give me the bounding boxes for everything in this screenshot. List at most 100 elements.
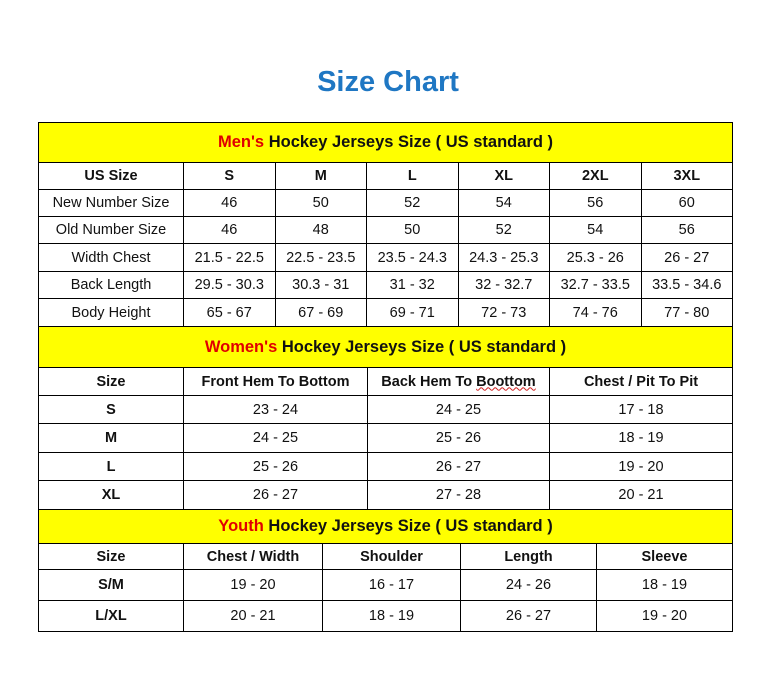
table-cell: 29.5 - 30.3 bbox=[183, 271, 276, 299]
table-cell: 25.3 - 26 bbox=[549, 243, 642, 272]
column-header: Front Hem To Bottom bbox=[183, 367, 368, 396]
table-cell: 26 - 27 bbox=[460, 600, 597, 632]
table-cell: 77 - 80 bbox=[640, 298, 733, 327]
table-cell: 48 bbox=[274, 216, 367, 244]
table-cell: 52 bbox=[457, 216, 550, 244]
youth-column-header-row: Size Chest / Width Shoulder Length Sleeve bbox=[38, 543, 733, 570]
column-header: 2XL bbox=[549, 162, 642, 190]
table-cell: 24 - 25 bbox=[183, 423, 368, 453]
table-cell: 27 - 28 bbox=[367, 480, 550, 510]
womens-section-header: Women's Hockey Jerseys Size ( US standar… bbox=[38, 326, 733, 368]
column-header: M bbox=[274, 162, 367, 190]
column-header: S bbox=[183, 162, 276, 190]
column-header: Chest / Pit To Pit bbox=[549, 367, 733, 396]
table-cell: 19 - 20 bbox=[183, 569, 323, 601]
table-cell: 24.3 - 25.3 bbox=[457, 243, 550, 272]
table-cell: 56 bbox=[640, 216, 733, 244]
mens-title: Hockey Jerseys Size ( US standard ) bbox=[264, 133, 553, 151]
table-cell: 65 - 67 bbox=[183, 298, 276, 327]
table-cell: 17 - 18 bbox=[549, 395, 733, 424]
table-cell: 32 - 32.7 bbox=[457, 271, 550, 299]
column-header: Back Hem To Boottom bbox=[367, 367, 550, 396]
table-cell: 52 bbox=[366, 189, 459, 217]
column-header: Length bbox=[460, 543, 597, 570]
table-cell: 24 - 25 bbox=[367, 395, 550, 424]
table-row: Width Chest 21.5 - 22.5 22.5 - 23.5 23.5 - … bbox=[38, 243, 733, 272]
row-label: M bbox=[38, 423, 184, 453]
mens-label: Men's bbox=[218, 133, 265, 151]
column-header: Sleeve bbox=[596, 543, 733, 570]
column-header: Size bbox=[38, 543, 184, 570]
table-cell: 26 - 27 bbox=[183, 480, 368, 510]
page-title: Size Chart bbox=[317, 66, 459, 98]
youth-title: Hockey Jerseys Size ( US standard ) bbox=[263, 517, 553, 535]
column-header: 3XL bbox=[640, 162, 733, 190]
table-cell: 50 bbox=[366, 216, 459, 244]
table-cell: 22.5 - 23.5 bbox=[274, 243, 367, 272]
column-header: US Size bbox=[38, 162, 184, 190]
row-label: Width Chest bbox=[38, 243, 184, 272]
table-cell: 56 bbox=[549, 189, 642, 217]
table-row: Old Number Size 46 48 50 52 54 56 bbox=[38, 216, 733, 244]
table-row: XL 26 - 27 27 - 28 20 - 21 bbox=[38, 480, 733, 510]
youth-label: Youth bbox=[218, 517, 264, 535]
table-cell: 16 - 17 bbox=[322, 569, 461, 601]
spellcheck-underlined-word: Boottom bbox=[476, 373, 536, 390]
row-label: L bbox=[38, 452, 184, 481]
table-cell: 25 - 26 bbox=[367, 423, 550, 453]
table-cell: 20 - 21 bbox=[549, 480, 733, 510]
table-cell: 26 - 27 bbox=[640, 243, 733, 272]
table-cell: 19 - 20 bbox=[549, 452, 733, 481]
row-label: XL bbox=[38, 480, 184, 510]
row-label: New Number Size bbox=[38, 189, 184, 217]
column-header: Chest / Width bbox=[183, 543, 323, 570]
table-row: S 23 - 24 24 - 25 17 - 18 bbox=[38, 395, 733, 424]
table-row: New Number Size 46 50 52 54 56 60 bbox=[38, 189, 733, 217]
column-header: Size bbox=[38, 367, 184, 396]
column-header: L bbox=[366, 162, 459, 190]
row-label: L/XL bbox=[38, 600, 184, 632]
table-row: Back Length 29.5 - 30.3 30.3 - 31 31 - 32 32… bbox=[38, 271, 733, 299]
womens-title: Hockey Jerseys Size ( US standard ) bbox=[277, 337, 567, 356]
table-cell: 50 bbox=[274, 189, 367, 217]
row-label: S/M bbox=[38, 569, 184, 601]
table-cell: 33.5 - 34.6 bbox=[640, 271, 733, 299]
table-row: Body Height 65 - 67 67 - 69 69 - 71 72 - 73 7… bbox=[38, 298, 733, 327]
table-cell: 24 - 26 bbox=[460, 569, 597, 601]
table-cell: 23.5 - 24.3 bbox=[366, 243, 459, 272]
table-cell: 18 - 19 bbox=[549, 423, 733, 453]
column-header: Shoulder bbox=[322, 543, 461, 570]
table-cell: 46 bbox=[183, 216, 276, 244]
row-label: S bbox=[38, 395, 184, 424]
women-column-header-row: Size Front Hem To Bottom Back Hem To Boott… bbox=[38, 367, 733, 396]
row-label: Body Height bbox=[38, 298, 184, 327]
table-row: L/XL 20 - 21 18 - 19 26 - 27 19 - 20 bbox=[38, 600, 733, 632]
table-row: M 24 - 25 25 - 26 18 - 19 bbox=[38, 423, 733, 453]
table-cell: 69 - 71 bbox=[366, 298, 459, 327]
table-cell: 31 - 32 bbox=[366, 271, 459, 299]
mens-size-table: Men's Hockey Jerseys Size ( US standard … bbox=[38, 122, 733, 327]
table-row: L 25 - 26 26 - 27 19 - 20 bbox=[38, 452, 733, 481]
table-cell: 60 bbox=[640, 189, 733, 217]
table-cell: 19 - 20 bbox=[596, 600, 733, 632]
table-row: S/M 19 - 20 16 - 17 24 - 26 18 - 19 bbox=[38, 569, 733, 601]
table-cell: 30.3 - 31 bbox=[274, 271, 367, 299]
table-cell: 26 - 27 bbox=[367, 452, 550, 481]
table-cell: 23 - 24 bbox=[183, 395, 368, 424]
table-cell: 54 bbox=[457, 189, 550, 217]
table-cell: 74 - 76 bbox=[549, 298, 642, 327]
mens-section-header: Men's Hockey Jerseys Size ( US standard … bbox=[38, 122, 733, 163]
table-cell: 25 - 26 bbox=[183, 452, 368, 481]
youth-size-table: Youth Hockey Jerseys Size ( US standard … bbox=[38, 509, 733, 632]
row-label: Back Length bbox=[38, 271, 184, 299]
table-cell: 72 - 73 bbox=[457, 298, 550, 327]
table-cell: 46 bbox=[183, 189, 276, 217]
table-cell: 20 - 21 bbox=[183, 600, 323, 632]
table-cell: 32.7 - 33.5 bbox=[549, 271, 642, 299]
men-column-header-row: US Size S M L XL 2XL 3XL bbox=[38, 162, 733, 190]
table-cell: 18 - 19 bbox=[596, 569, 733, 601]
table-cell: 18 - 19 bbox=[322, 600, 461, 632]
table-cell: 54 bbox=[549, 216, 642, 244]
table-cell: 67 - 69 bbox=[274, 298, 367, 327]
womens-size-table: Women's Hockey Jerseys Size ( US standar… bbox=[38, 326, 733, 510]
